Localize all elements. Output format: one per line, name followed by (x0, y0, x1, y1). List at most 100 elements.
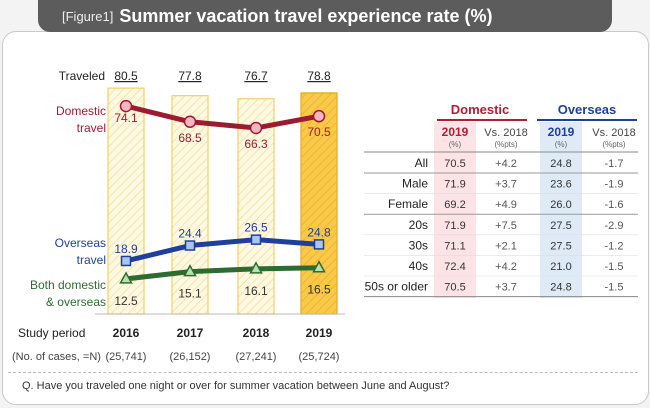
series-value-0-3: 70.5 (307, 125, 331, 139)
traveled-bar-2017 (171, 95, 209, 315)
title-bar: [Figure1] Summer vacation travel experie… (38, 0, 612, 32)
series-label-0-1: travel (77, 121, 106, 135)
traveled-label: Traveled (59, 69, 105, 83)
series-point-0-2 (249, 121, 263, 135)
table-overseas-vs-1: -1.9 (605, 179, 624, 191)
cases-2017: (26,152) (170, 351, 211, 363)
figure-label: [Figure1] (62, 8, 114, 24)
series-point-1-3 (313, 239, 325, 250)
x-tick-2018: 2018 (243, 326, 270, 340)
table-domestic-vs-6: +3.7 (495, 282, 517, 294)
table-overseas-2019-4: 27.5 (550, 240, 571, 252)
table-overseas-2019-0: 24.8 (550, 158, 571, 170)
table-overseas-2019-3: 27.5 (550, 220, 571, 232)
x-tick-2016: 2016 (113, 326, 140, 340)
table-domestic-vs-4: +2.1 (495, 240, 517, 252)
table-domestic-vs-5: +4.2 (495, 261, 517, 273)
table-overseas-year: 2019 (548, 125, 575, 139)
traveled-value-2017: 77.8 (178, 69, 202, 83)
table-overseas-header: Overseas (558, 102, 617, 117)
table-domestic-2019-5: 72.4 (444, 261, 465, 273)
series-value-2-0: 12.5 (114, 294, 138, 308)
table-overseas-vs-sub: (%pts) (602, 140, 625, 149)
table-domestic-vs-sub: (%pts) (494, 140, 517, 149)
series-value-1-0: 18.9 (114, 242, 138, 256)
traveled-value-2019: 78.8 (307, 69, 331, 83)
table-row-label-2: Female (388, 197, 428, 211)
table-domestic-2019-2: 69.2 (444, 199, 465, 211)
series-value-2-3: 16.5 (307, 283, 331, 297)
survey-question: Q. Have you traveled one night or over f… (22, 380, 450, 392)
table-domestic-2019-0: 70.5 (444, 158, 465, 170)
table-overseas-2019-bg (540, 122, 582, 298)
series-value-2-1: 15.1 (178, 287, 202, 301)
table-domestic-2019-3: 71.9 (444, 220, 465, 232)
series-value-0-2: 66.3 (244, 137, 268, 151)
table-row-label-5: 40s (409, 259, 428, 273)
table-domestic-header: Domestic (451, 102, 510, 117)
table-overseas-2019-2: 26.0 (550, 199, 571, 211)
table-overseas-vs-3: -2.9 (605, 220, 624, 232)
series-value-1-2: 26.5 (244, 221, 268, 235)
table-overseas-vs-2: -1.6 (605, 199, 624, 211)
series-point-2-0 (119, 271, 133, 284)
table-overseas-vs-4: -1.2 (605, 240, 624, 252)
series-point-0-3 (312, 109, 326, 123)
table-domestic-vs: Vs. 2018 (484, 127, 527, 139)
series-line-0 (125, 103, 320, 131)
series-point-2-3 (312, 260, 326, 273)
table-row-label-1: Male (402, 177, 428, 191)
cases-2018: (27,241) (236, 351, 277, 363)
table-domestic-vs-3: +7.5 (495, 220, 517, 232)
table-domestic-2019-6: 70.5 (444, 282, 465, 294)
table-domestic-2019-1: 71.9 (444, 179, 465, 191)
table-domestic-vs-2: +4.9 (495, 199, 517, 211)
table-overseas-vs: Vs. 2018 (592, 127, 635, 139)
table-overseas-vs-5: -1.5 (605, 261, 624, 273)
series-label-2-0: Both domestic (30, 278, 106, 292)
series-point-2-2 (249, 261, 263, 274)
series-label-1-1: travel (77, 253, 106, 267)
series-point-0-1 (183, 115, 197, 129)
series-label-0-0: Domestic (56, 104, 106, 118)
table-domestic-vs-0: +4.2 (495, 158, 517, 170)
traveled-value-2018: 76.7 (244, 69, 268, 83)
series-value-0-0: 74.1 (114, 111, 138, 125)
series-point-2-1 (183, 264, 197, 277)
table-row-label-4: 30s (409, 238, 428, 252)
series-value-1-3: 24.8 (307, 225, 331, 239)
table-domestic-vs-1: +3.7 (495, 179, 517, 191)
traveled-value-2016: 80.5 (114, 69, 138, 83)
table-row-label-3: 20s (409, 218, 428, 232)
series-label-2-1: & overseas (46, 295, 106, 309)
series-line-1 (125, 237, 320, 264)
series-point-1-2 (250, 234, 262, 245)
series-line-2 (125, 265, 320, 282)
chart-title: Summer vacation travel experience rate (… (119, 5, 493, 26)
cases-2016: (25,741) (106, 351, 147, 363)
cases-2019: (25,724) (299, 351, 340, 363)
series-label-1-0: Overseas (55, 236, 106, 250)
series-point-1-1 (184, 240, 196, 251)
table-domestic-year: 2019 (442, 125, 469, 139)
table-overseas-vs-0: -1.7 (605, 158, 624, 170)
series-value-1-1: 24.4 (178, 227, 202, 241)
series-point-0-0 (119, 99, 133, 113)
series-value-2-2: 16.1 (244, 284, 268, 298)
table-overseas-2019-5: 21.0 (550, 261, 571, 273)
study-period-label: Study period (18, 326, 85, 340)
table-overseas-2019-1: 23.6 (550, 179, 571, 191)
table-overseas-vs-6: -1.5 (605, 282, 624, 294)
cases-label: (No. of cases, =N) (12, 351, 101, 363)
table-domestic-2019-4: 71.1 (444, 240, 465, 252)
traveled-bar-2018 (237, 98, 275, 315)
table-row-label-6: 50s or older (365, 280, 428, 294)
series-value-0-1: 68.5 (178, 131, 202, 145)
x-tick-2017: 2017 (177, 326, 204, 340)
traveled-bar-2019 (300, 92, 338, 315)
x-tick-2019: 2019 (306, 326, 333, 340)
table-overseas-2019-6: 24.8 (550, 282, 571, 294)
series-point-1-0 (120, 255, 132, 267)
table-domestic-2019-bg (434, 122, 476, 298)
